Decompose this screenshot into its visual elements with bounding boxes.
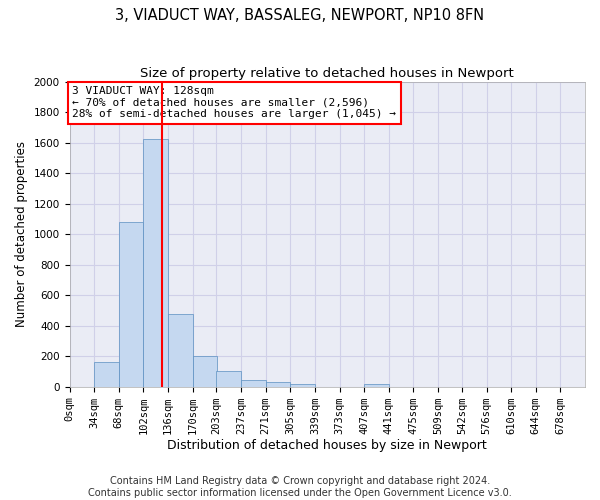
Bar: [94, 362, 119, 386]
Bar: [290, 384, 315, 386]
Y-axis label: Number of detached properties: Number of detached properties: [15, 141, 28, 327]
Bar: [364, 384, 389, 386]
Text: 3 VIADUCT WAY: 128sqm
← 70% of detached houses are smaller (2,596)
28% of semi-d: 3 VIADUCT WAY: 128sqm ← 70% of detached …: [72, 86, 396, 120]
Bar: [217, 372, 241, 386]
Title: Size of property relative to detached houses in Newport: Size of property relative to detached ho…: [140, 68, 514, 80]
Text: Contains HM Land Registry data © Crown copyright and database right 2024.
Contai: Contains HM Land Registry data © Crown c…: [88, 476, 512, 498]
Bar: [266, 382, 290, 386]
Bar: [119, 222, 143, 386]
Bar: [241, 380, 266, 386]
Text: 3, VIADUCT WAY, BASSALEG, NEWPORT, NP10 8FN: 3, VIADUCT WAY, BASSALEG, NEWPORT, NP10 …: [115, 8, 485, 22]
Bar: [193, 356, 217, 386]
X-axis label: Distribution of detached houses by size in Newport: Distribution of detached houses by size …: [167, 440, 487, 452]
Bar: [168, 314, 193, 386]
Bar: [143, 139, 168, 386]
